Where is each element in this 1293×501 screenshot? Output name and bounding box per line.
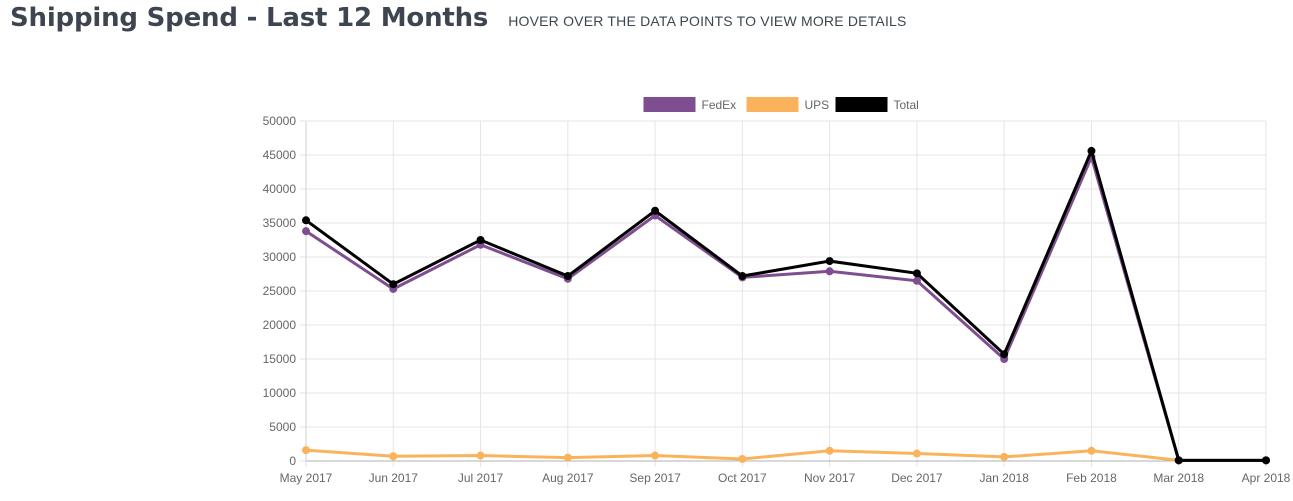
y-tick-label: 45000 xyxy=(263,148,297,162)
data-point-ups[interactable] xyxy=(738,454,747,463)
data-point-total[interactable] xyxy=(912,269,921,278)
x-tick-label: Aug 2017 xyxy=(542,471,594,485)
page-subtitle: HOVER OVER THE DATA POINTS TO VIEW MORE … xyxy=(508,13,907,29)
series-line-total xyxy=(305,146,1266,462)
x-tick-label: Dec 2017 xyxy=(891,471,943,485)
data-point-total[interactable] xyxy=(563,272,572,281)
x-tick-label: Apr 2018 xyxy=(1242,471,1291,485)
legend-swatch-total xyxy=(835,97,888,112)
legend-item-total[interactable]: Total xyxy=(835,97,919,112)
y-tick-label: 5000 xyxy=(269,420,296,434)
page-title: Shipping Spend - Last 12 Months xyxy=(10,3,489,33)
x-tick-label: Oct 2017 xyxy=(718,471,767,485)
data-point-ups[interactable] xyxy=(1000,452,1009,461)
data-point-ups[interactable] xyxy=(389,452,398,461)
x-tick-label: May 2017 xyxy=(280,471,333,485)
data-point-total[interactable] xyxy=(1262,456,1270,465)
data-point-total[interactable] xyxy=(1174,456,1183,465)
x-tick-label: Jan 2018 xyxy=(979,471,1029,485)
data-point-fedex[interactable] xyxy=(825,267,834,276)
x-tick-label: Jul 2017 xyxy=(458,471,504,485)
y-tick-label: 40000 xyxy=(263,182,297,196)
x-tick-label: Mar 2018 xyxy=(1153,471,1204,485)
data-point-ups[interactable] xyxy=(825,446,834,455)
y-tick-label: 30000 xyxy=(263,250,297,264)
x-tick-label: Feb 2018 xyxy=(1066,471,1117,485)
chart-legend[interactable]: FedEx UPS Total xyxy=(643,97,919,112)
y-tick-label: 0 xyxy=(289,454,296,468)
y-tick-label: 10000 xyxy=(263,386,297,400)
x-tick-label: Nov 2017 xyxy=(804,471,856,485)
chart-series xyxy=(302,146,1270,465)
legend-label: Total xyxy=(894,98,919,112)
data-point-ups[interactable] xyxy=(563,453,572,462)
data-point-total[interactable] xyxy=(651,206,660,215)
x-tick-label: Sep 2017 xyxy=(629,471,681,485)
data-point-total[interactable] xyxy=(302,216,310,225)
data-point-ups[interactable] xyxy=(651,451,660,460)
data-point-ups[interactable] xyxy=(302,446,310,455)
data-point-ups[interactable] xyxy=(1087,446,1096,455)
legend-label: FedEx xyxy=(702,98,737,112)
page-header: Shipping Spend - Last 12 Months HOVER OV… xyxy=(10,0,907,40)
legend-swatch-fedex xyxy=(643,97,696,112)
data-point-ups[interactable] xyxy=(476,451,485,460)
data-point-total[interactable] xyxy=(476,236,485,244)
chart-grid xyxy=(300,120,1267,467)
data-point-total[interactable] xyxy=(738,272,747,281)
data-point-ups[interactable] xyxy=(912,449,921,458)
data-point-fedex[interactable] xyxy=(912,276,921,285)
x-tick-label: Jun 2017 xyxy=(369,471,419,485)
series-line-ups xyxy=(305,448,1266,462)
y-tick-label: 20000 xyxy=(263,318,297,332)
data-point-total[interactable] xyxy=(1087,146,1096,155)
legend-label: UPS xyxy=(805,98,830,112)
y-tick-label: 50000 xyxy=(263,114,297,128)
y-tick-label: 35000 xyxy=(263,216,297,230)
legend-item-fedex[interactable]: FedEx xyxy=(643,97,737,112)
series-line-fedex xyxy=(305,152,1266,462)
data-point-total[interactable] xyxy=(1000,350,1009,359)
legend-item-ups[interactable]: UPS xyxy=(746,97,830,112)
data-point-total[interactable] xyxy=(825,257,834,266)
data-point-fedex[interactable] xyxy=(302,227,310,236)
legend-swatch-ups xyxy=(746,97,799,112)
y-tick-label: 15000 xyxy=(263,352,297,366)
y-tick-label: 25000 xyxy=(263,284,297,298)
data-point-total[interactable] xyxy=(389,280,398,289)
chart-axes: 0 5000 10000 15000 20000 25000 30000 35000 40000… xyxy=(263,114,1291,485)
